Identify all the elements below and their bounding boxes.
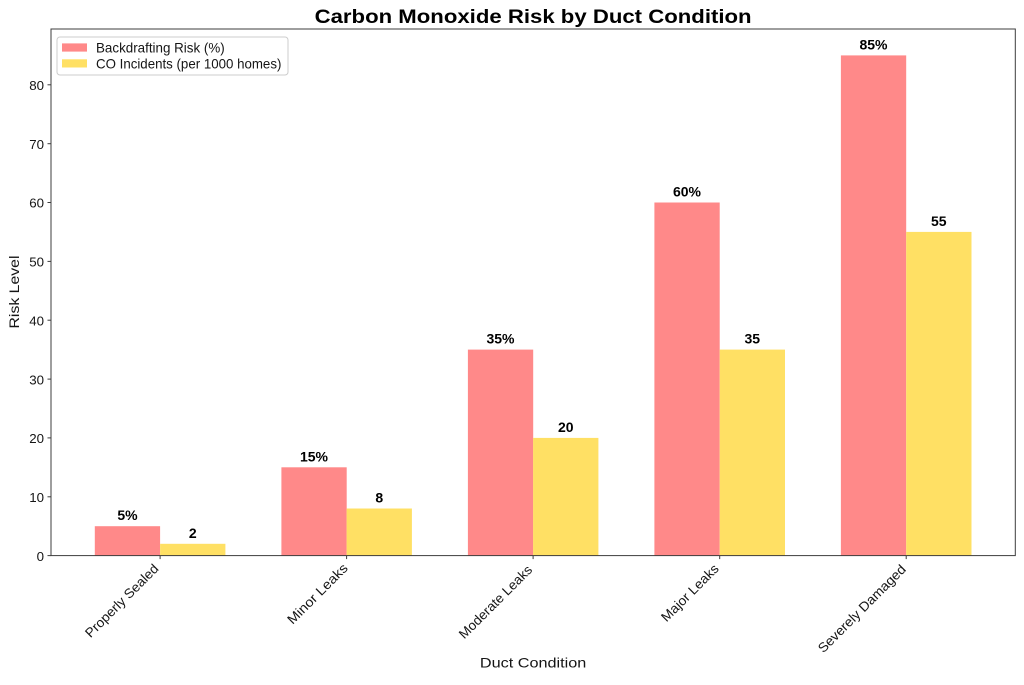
svg-text:70: 70 bbox=[29, 137, 44, 152]
svg-text:CO Incidents (per 1000 homes): CO Incidents (per 1000 homes) bbox=[96, 55, 281, 71]
svg-text:Duct Condition: Duct Condition bbox=[480, 655, 587, 671]
svg-text:Risk Level: Risk Level bbox=[6, 256, 22, 329]
svg-text:85%: 85% bbox=[859, 36, 888, 52]
svg-text:50: 50 bbox=[29, 255, 44, 270]
svg-text:10: 10 bbox=[29, 490, 44, 505]
svg-text:80: 80 bbox=[29, 78, 44, 93]
svg-text:60: 60 bbox=[29, 196, 44, 211]
svg-text:5%: 5% bbox=[117, 507, 138, 523]
svg-text:0: 0 bbox=[37, 549, 44, 564]
svg-text:20: 20 bbox=[29, 431, 44, 446]
svg-text:60%: 60% bbox=[673, 184, 702, 200]
svg-text:8: 8 bbox=[375, 490, 383, 506]
svg-text:Backdrafting Risk (%): Backdrafting Risk (%) bbox=[96, 40, 225, 56]
svg-text:Carbon Monoxide Risk by Duct C: Carbon Monoxide Risk by Duct Condition bbox=[315, 7, 752, 28]
svg-text:30: 30 bbox=[29, 372, 44, 387]
svg-text:15%: 15% bbox=[300, 448, 329, 464]
svg-text:55: 55 bbox=[931, 213, 947, 229]
svg-text:2: 2 bbox=[189, 525, 197, 541]
svg-text:35: 35 bbox=[745, 331, 761, 347]
svg-text:40: 40 bbox=[29, 313, 44, 328]
svg-text:35%: 35% bbox=[486, 331, 515, 347]
svg-text:20: 20 bbox=[558, 419, 574, 435]
